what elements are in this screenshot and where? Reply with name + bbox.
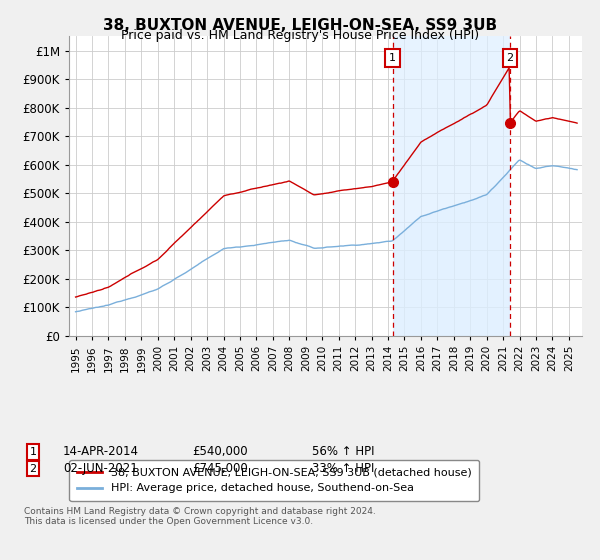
Text: 02-JUN-2021: 02-JUN-2021: [63, 462, 138, 475]
Text: 2: 2: [506, 53, 514, 63]
Text: Price paid vs. HM Land Registry's House Price Index (HPI): Price paid vs. HM Land Registry's House …: [121, 29, 479, 42]
Text: 56% ↑ HPI: 56% ↑ HPI: [312, 445, 374, 459]
Text: £745,000: £745,000: [192, 462, 248, 475]
Text: 1: 1: [29, 447, 37, 457]
Bar: [392, 36, 510, 336]
Text: 14-APR-2014: 14-APR-2014: [63, 445, 139, 459]
Text: 1: 1: [389, 53, 396, 63]
Text: 33% ↑ HPI: 33% ↑ HPI: [312, 462, 374, 475]
Text: £540,000: £540,000: [192, 445, 248, 459]
Text: Contains HM Land Registry data © Crown copyright and database right 2024.
This d: Contains HM Land Registry data © Crown c…: [24, 507, 376, 526]
Text: 38, BUXTON AVENUE, LEIGH-ON-SEA, SS9 3UB: 38, BUXTON AVENUE, LEIGH-ON-SEA, SS9 3UB: [103, 18, 497, 33]
Text: 2: 2: [29, 464, 37, 474]
Legend: 38, BUXTON AVENUE, LEIGH-ON-SEA, SS9 3UB (detached house), HPI: Average price, d: 38, BUXTON AVENUE, LEIGH-ON-SEA, SS9 3UB…: [70, 460, 479, 501]
